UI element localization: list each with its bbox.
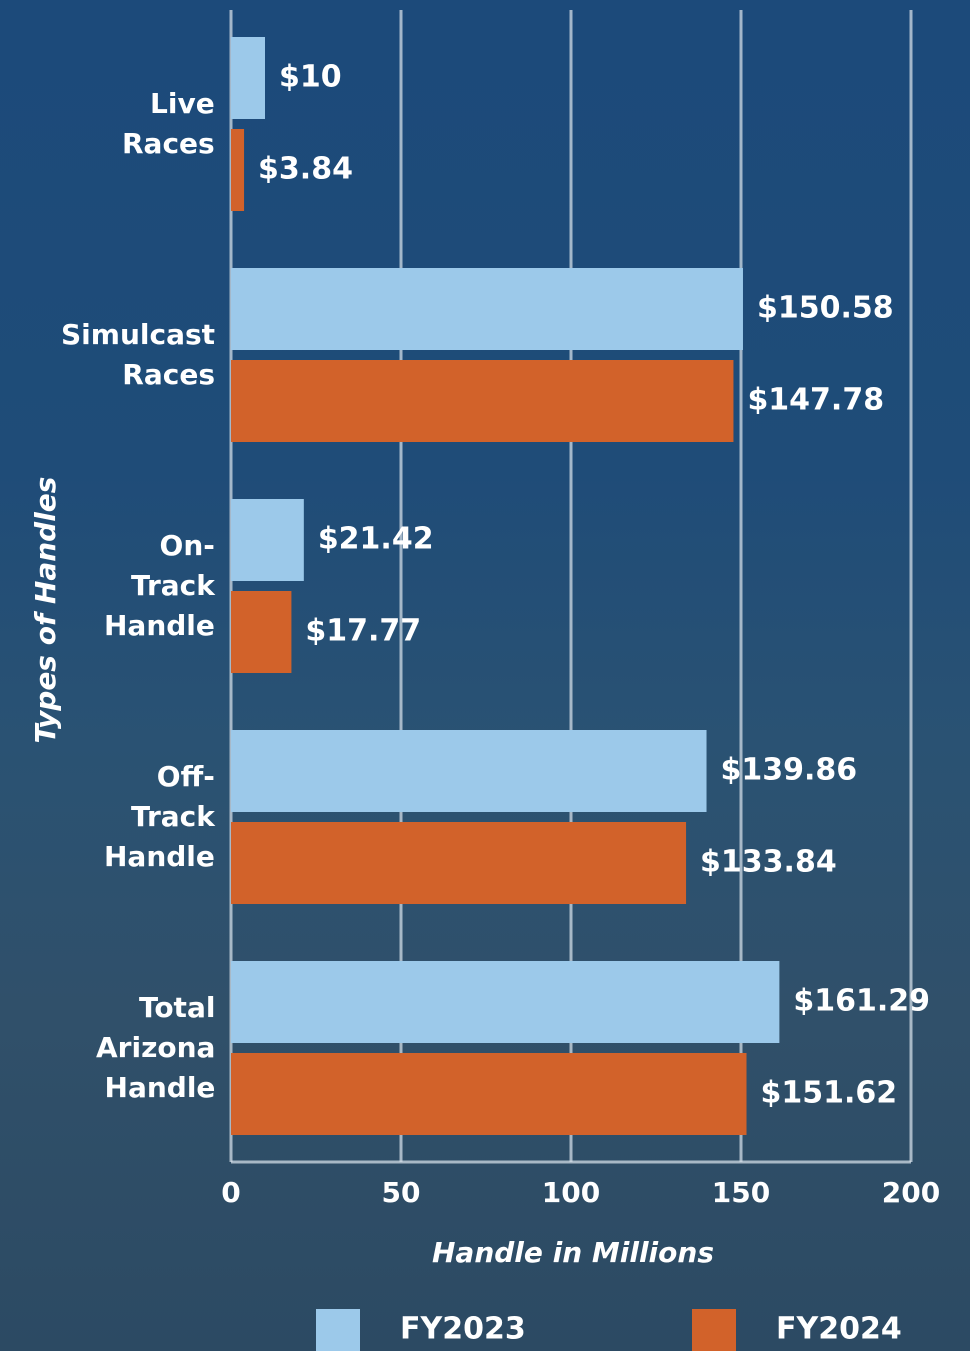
value-label: $21.42 [318, 522, 434, 557]
y-tick-label: Off-Track Handle [104, 757, 215, 877]
bar [231, 1053, 747, 1135]
x-tick-label: 0 [221, 1176, 240, 1209]
x-tick-label: 50 [382, 1176, 421, 1209]
bar [231, 822, 686, 904]
value-label: $10 [279, 60, 342, 95]
legend-label: FY2023 [400, 1312, 526, 1347]
value-label: $161.29 [793, 984, 930, 1019]
bar [231, 499, 304, 581]
bar [231, 37, 265, 119]
value-label: $139.86 [721, 753, 858, 788]
page: {"chart_data": { "type": "barh", "catego… [0, 0, 970, 1351]
legend-label: FY2024 [776, 1312, 902, 1347]
y-tick-label: Simulcast Races [61, 315, 215, 395]
legend-swatch [316, 1309, 360, 1351]
value-label: $147.78 [747, 383, 884, 418]
x-tick-label: 200 [882, 1176, 940, 1209]
chart: Handle in Millions Types of Handles 0 50 1… [0, 0, 970, 1351]
bar [231, 591, 291, 673]
y-axis-title: Types of Handles [29, 477, 62, 744]
bar [231, 360, 733, 442]
value-label: $17.77 [305, 614, 421, 649]
y-tick-label: On-Track Handle [104, 526, 215, 646]
y-tick-label: Total Arizona Handle [96, 988, 215, 1108]
x-tick-label: 100 [542, 1176, 600, 1209]
legend-swatch [692, 1309, 736, 1351]
bar [231, 730, 707, 812]
value-label: $133.84 [700, 845, 837, 880]
bar [231, 268, 743, 350]
bar [231, 961, 779, 1043]
value-label: $150.58 [757, 291, 894, 326]
value-label: $151.62 [761, 1076, 898, 1111]
y-tick-label: Live Races [122, 84, 215, 164]
x-tick-label: 150 [712, 1176, 770, 1209]
bar [231, 129, 244, 211]
x-axis-title: Handle in Millions [432, 1236, 714, 1269]
value-label: $3.84 [258, 152, 353, 187]
